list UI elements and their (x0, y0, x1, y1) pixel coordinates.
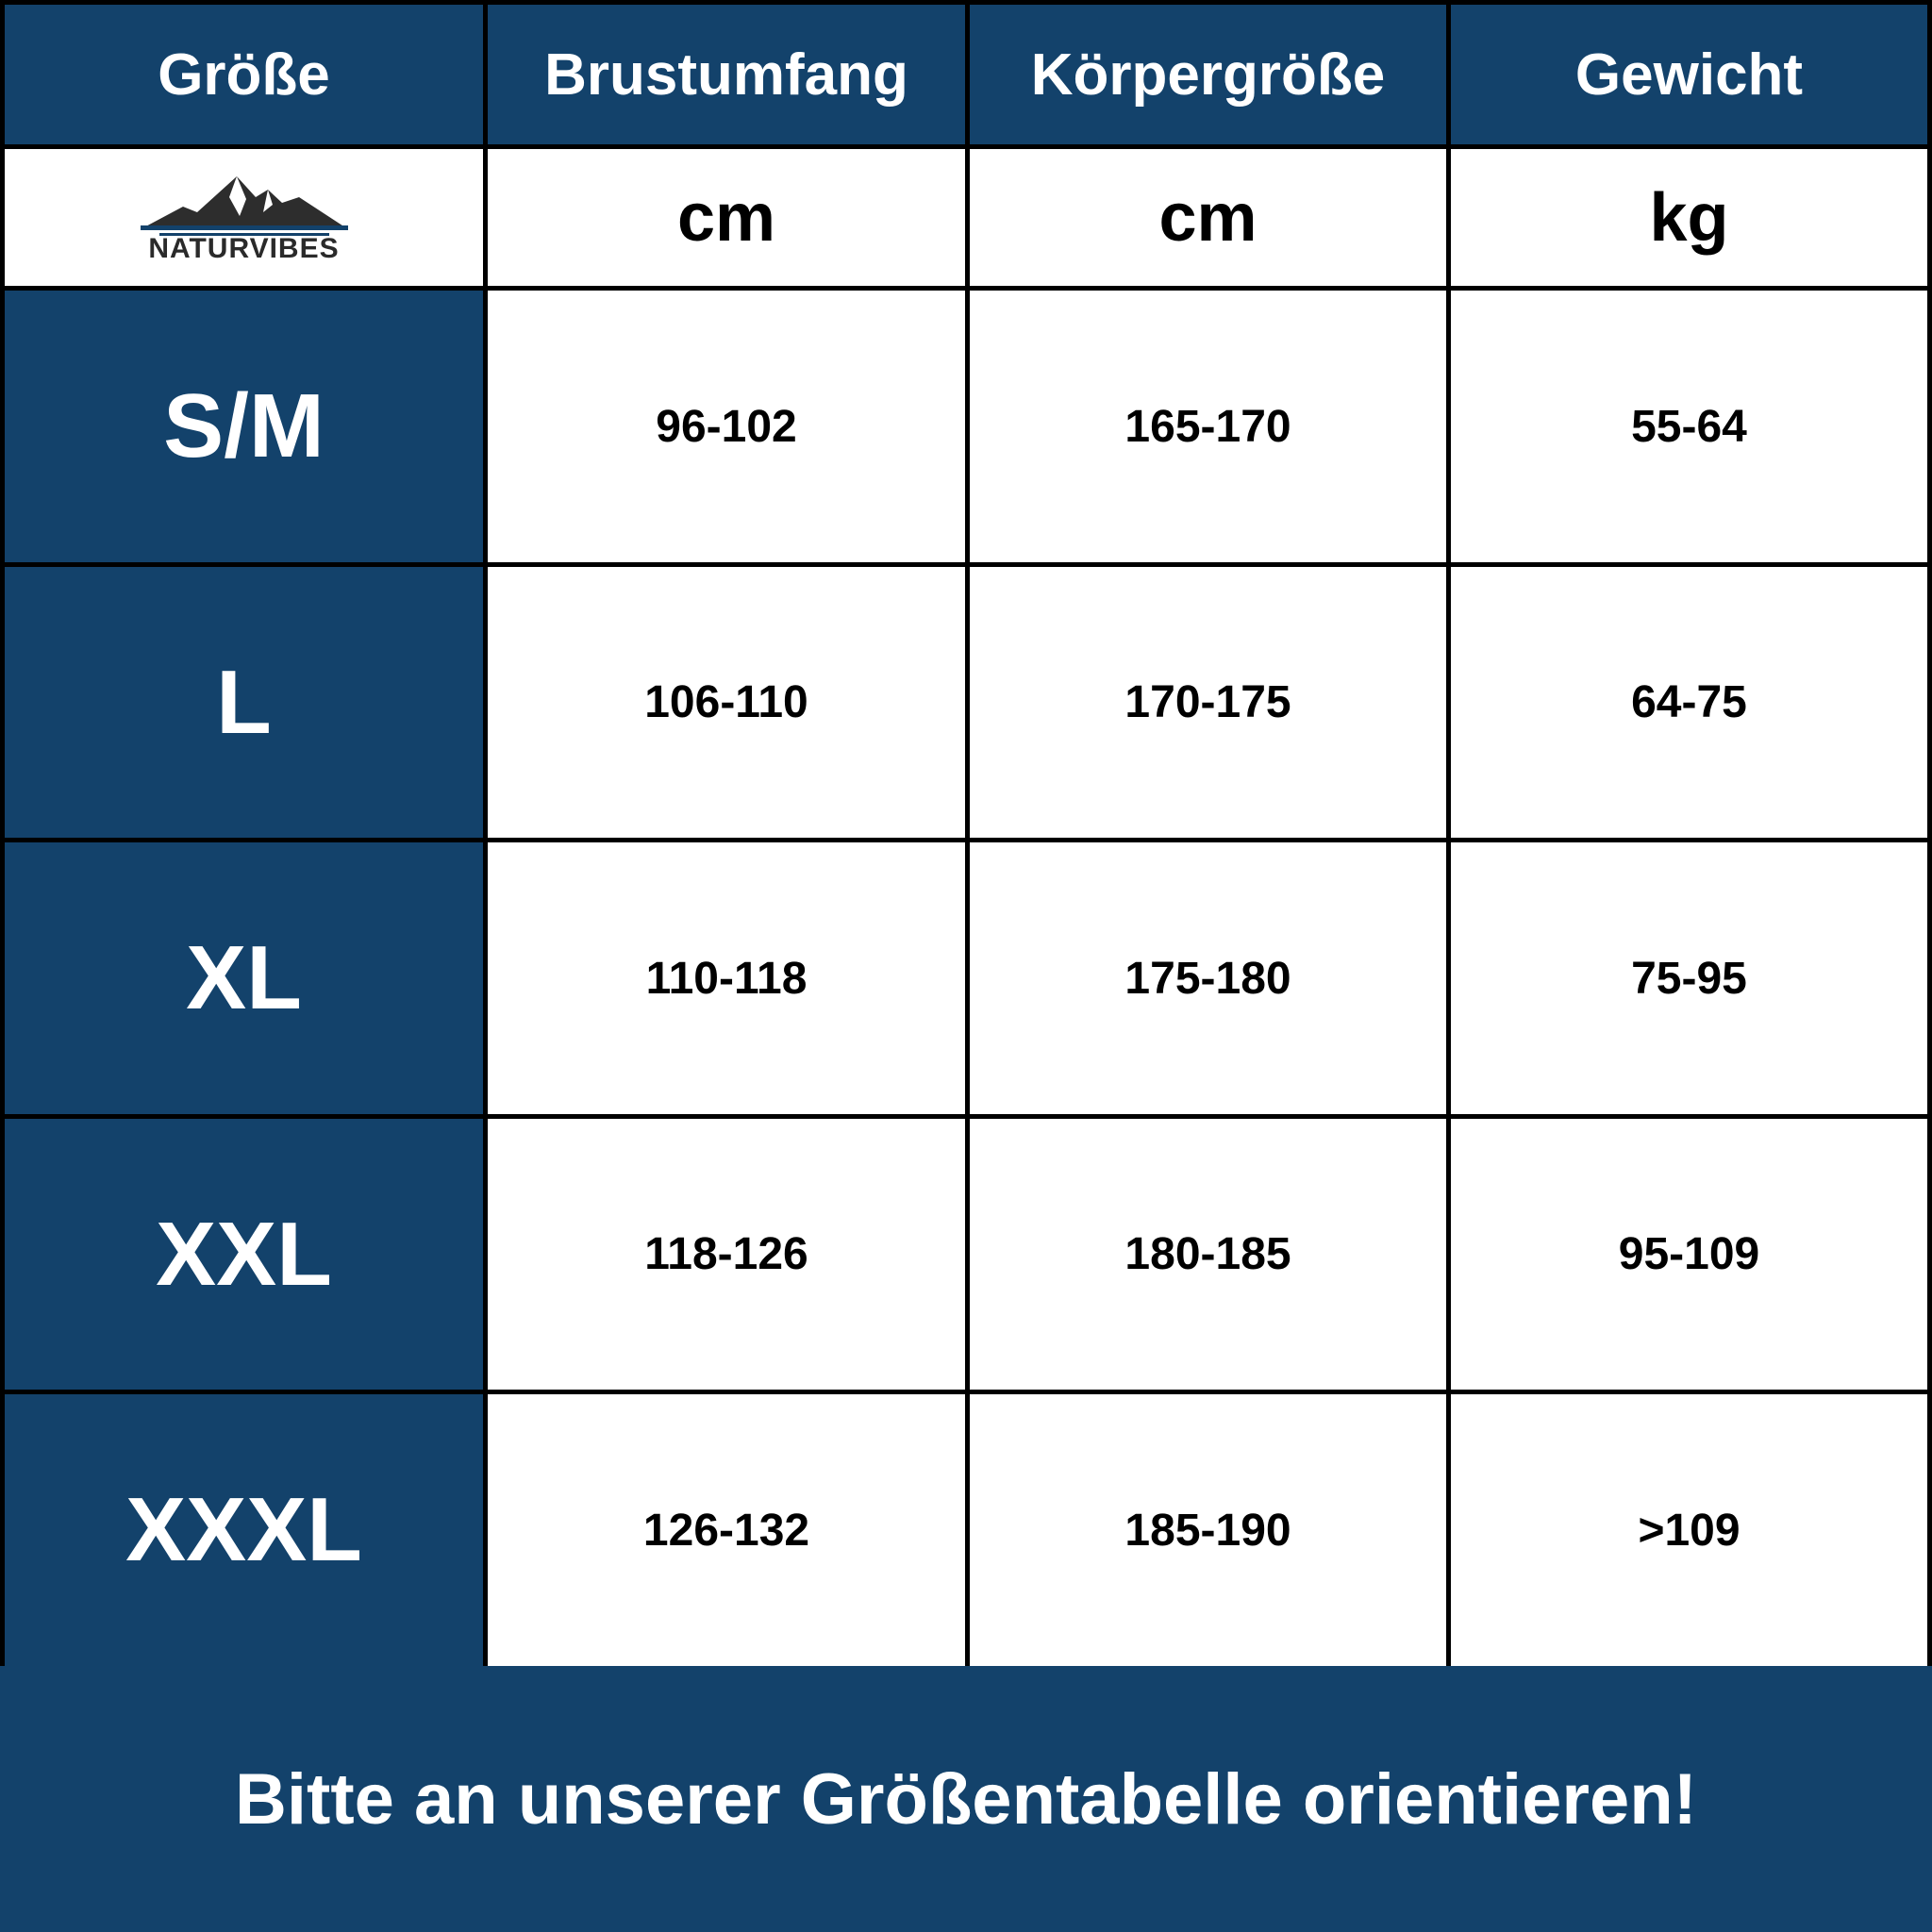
value-cell: 96-102 (488, 291, 965, 562)
header-cell: Brustumfang (488, 5, 965, 144)
value-cell: 180-185 (970, 1119, 1446, 1390)
size-label: S/M (5, 291, 483, 562)
unit-cell: kg (1451, 149, 1927, 286)
logo-mountains (140, 175, 348, 236)
size-label: L (5, 567, 483, 838)
value-cell: 175-180 (970, 842, 1446, 1114)
header-cell: Körpergröße (970, 5, 1446, 144)
footer-banner: Bitte an unserer Größentabelle orientier… (0, 1666, 1932, 1932)
value-cell: 95-109 (1451, 1119, 1927, 1390)
header-cell: Gewicht (1451, 5, 1927, 144)
value-cell: 185-190 (970, 1394, 1446, 1666)
logo-text: NATURVIBES (148, 232, 340, 264)
unit-cell: cm (488, 149, 965, 286)
value-cell: 55-64 (1451, 291, 1927, 562)
value-cell: 118-126 (488, 1119, 965, 1390)
logo: NATURVIBES (5, 149, 483, 286)
value-cell: 64-75 (1451, 567, 1927, 838)
value-cell: >109 (1451, 1394, 1927, 1666)
value-cell: 75-95 (1451, 842, 1927, 1114)
unit-cell: cm (970, 149, 1446, 286)
value-cell: 170-175 (970, 567, 1446, 838)
header-cell: Größe (5, 5, 483, 144)
size-label: XXL (5, 1119, 483, 1390)
value-cell: 126-132 (488, 1394, 965, 1666)
size-label: XL (5, 842, 483, 1114)
value-cell: 106-110 (488, 567, 965, 838)
value-cell: 110-118 (488, 842, 965, 1114)
value-cell: 165-170 (970, 291, 1446, 562)
size-label: XXXL (5, 1394, 483, 1666)
